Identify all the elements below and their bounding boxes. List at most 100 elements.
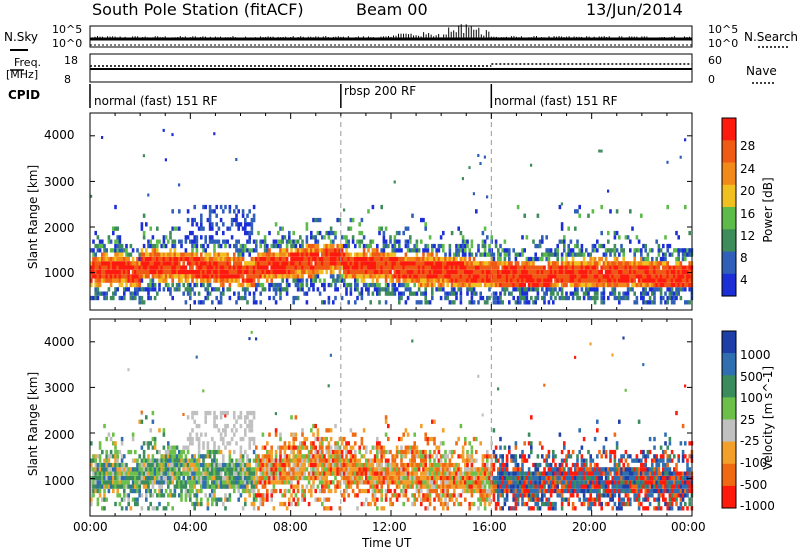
power-panel-cell xyxy=(530,278,533,283)
velocity-panel-cell xyxy=(244,432,247,437)
velocity-panel-cell xyxy=(310,454,313,459)
velocity-panel-cell xyxy=(303,497,306,502)
velocity-panel-cell xyxy=(153,462,157,468)
power-panel-cell xyxy=(329,230,333,236)
power-panel-cell xyxy=(235,222,238,227)
velocity-panel-cell xyxy=(288,480,291,485)
power-panel-cell xyxy=(356,295,359,301)
power-panel-cell xyxy=(611,274,614,279)
power-panel-cell xyxy=(239,282,243,288)
velocity-panel-cell xyxy=(230,475,234,481)
power-panel-cell xyxy=(684,204,687,210)
velocity-panel-cell xyxy=(131,484,135,489)
power-panel-cell xyxy=(263,235,267,240)
power-panel-cell xyxy=(657,252,661,257)
velocity-panel-cell xyxy=(246,415,249,420)
power-panel-cell xyxy=(149,226,152,231)
velocity-panel-cell xyxy=(162,432,166,437)
power-panel-cell xyxy=(204,256,207,262)
velocity-panel-cell xyxy=(186,415,190,420)
velocity-panel-cell xyxy=(222,501,225,507)
velocity-panel-cell xyxy=(186,488,190,494)
power-panel-cell xyxy=(191,230,194,236)
velocity-panel-cell xyxy=(334,449,337,455)
power-panel-cell xyxy=(321,261,324,266)
power-panel-cell xyxy=(486,235,489,240)
velocity-panel-scatter xyxy=(182,413,185,416)
power-panel-cell xyxy=(354,274,357,279)
power-panel-cell xyxy=(541,295,544,301)
velocity-panel-scatter xyxy=(250,330,253,334)
power-panel-cell xyxy=(402,230,405,236)
power-panel-cell xyxy=(376,261,379,266)
power-panel-cell xyxy=(259,252,262,257)
power-panel-cell xyxy=(428,269,432,275)
power-panel-cell xyxy=(567,274,570,279)
power-panel-cell xyxy=(422,217,425,223)
power-panel-cell xyxy=(129,243,133,249)
power-panel-cell xyxy=(156,243,159,249)
noise-right-tick-bottom: 10^0 xyxy=(708,37,739,50)
velocity-panel-scatter xyxy=(274,412,277,416)
power-panel-cell xyxy=(675,287,678,292)
power-panel-cell xyxy=(175,252,179,257)
velocity-panel-cell xyxy=(90,441,93,446)
velocity-panel-cell xyxy=(323,471,326,476)
power-panel-cell xyxy=(604,265,608,270)
power-panel-cell xyxy=(294,269,298,275)
power-panel-cell xyxy=(305,226,309,231)
velocity-panel-cell xyxy=(296,484,300,489)
velocity-panel-cell xyxy=(186,475,190,481)
power-panel-cell xyxy=(521,278,524,283)
power-panel-cell xyxy=(296,287,300,292)
power-panel-cell xyxy=(349,217,353,223)
velocity-panel-cell xyxy=(169,493,172,498)
velocity-panel-cell xyxy=(241,484,245,489)
power-panel-cell xyxy=(241,287,245,292)
power-panel-cell xyxy=(156,256,159,262)
power-panel-cell xyxy=(611,269,614,275)
power-panel-cell xyxy=(252,265,256,270)
velocity-panel-cell xyxy=(160,454,163,459)
power-panel-cell xyxy=(536,278,540,283)
power-panel-cell xyxy=(466,269,469,275)
power-panel-cell xyxy=(615,269,619,275)
power-panel-cell xyxy=(263,274,267,279)
power-panel-cell xyxy=(360,256,364,262)
velocity-panel-cell xyxy=(195,497,199,502)
power-panel-cell xyxy=(222,278,225,283)
velocity-panel-cell xyxy=(376,471,379,476)
velocity-panel-cell xyxy=(246,471,249,476)
power-panel-cell xyxy=(332,256,335,262)
power-panel-cell xyxy=(668,291,672,296)
power-panel-cell xyxy=(378,287,381,292)
power-panel-cell xyxy=(356,287,359,292)
velocity-panel-cell xyxy=(202,471,205,476)
power-panel-cell xyxy=(635,295,639,301)
power-panel-cell xyxy=(310,248,313,253)
velocity-panel-cell xyxy=(149,428,152,433)
velocity-panel-cell xyxy=(213,462,216,468)
velocity-panel-cell xyxy=(213,458,216,463)
velocity-panel-cell xyxy=(391,467,394,472)
power-panel-cell xyxy=(653,274,656,279)
power-panel-cell xyxy=(633,300,636,305)
power-panel-cell xyxy=(404,265,408,270)
power-panel-cell xyxy=(123,291,126,296)
power-panel-cell xyxy=(530,261,533,266)
power-panel-cell xyxy=(219,269,223,275)
power-panel-cell xyxy=(398,261,401,266)
power-panel-cell xyxy=(600,282,603,288)
velocity-panel-cell xyxy=(228,467,232,472)
power-panel-cell xyxy=(640,256,643,262)
velocity-panel-cell xyxy=(360,441,364,446)
velocity-panel-cell xyxy=(296,480,300,485)
power-panel-cell xyxy=(224,269,227,275)
power-panel-cell xyxy=(178,261,181,266)
velocity-panel-cell xyxy=(250,428,254,433)
power-panel-cell xyxy=(481,265,485,270)
velocity-panel-cell xyxy=(299,445,302,450)
power-panel-cell xyxy=(411,261,414,266)
velocity-panel-cell xyxy=(411,475,414,481)
power-panel-cell xyxy=(670,274,674,279)
